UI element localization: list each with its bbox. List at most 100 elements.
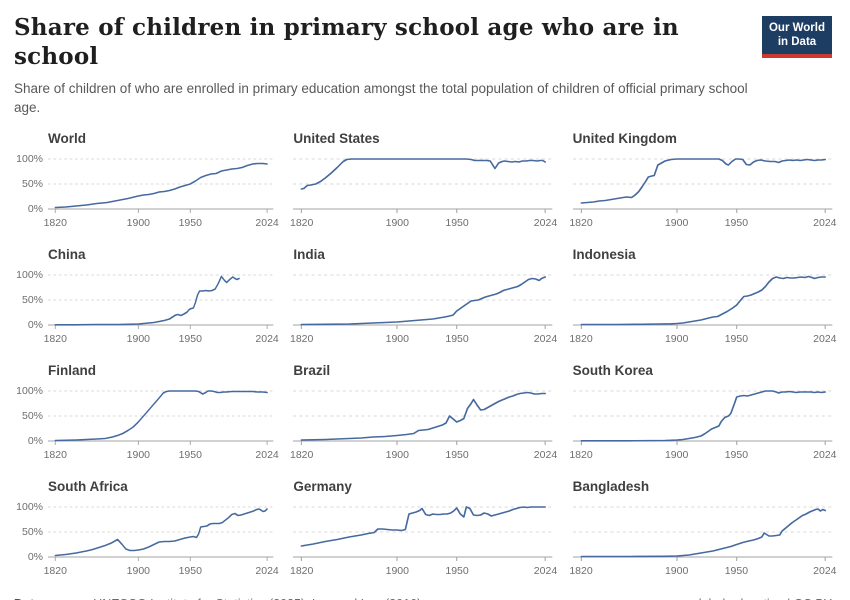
chart-panel-finland: Finland 100% 50% 0% 1820 1900 1950 2024 bbox=[14, 362, 279, 464]
y-axis-labels: 100% 50% 0% bbox=[14, 267, 48, 348]
x-tick-label: 1950 bbox=[724, 564, 749, 577]
line-chart bbox=[48, 274, 274, 329]
panel-title: Finland bbox=[48, 362, 96, 378]
panel-title: World bbox=[48, 130, 86, 146]
x-tick-label: 1950 bbox=[178, 216, 202, 229]
x-axis-labels: 1820 1900 1950 2024 bbox=[44, 564, 279, 580]
chart-panel-united-kingdom: United Kingdom 1820 1900 1950 2024 bbox=[569, 130, 837, 232]
x-tick-label: 1820 bbox=[569, 564, 593, 577]
line-chart bbox=[572, 157, 832, 213]
x-tick-label: 2024 bbox=[533, 448, 558, 461]
x-tick-label: 1820 bbox=[43, 564, 67, 577]
x-tick-label: 2024 bbox=[533, 564, 558, 577]
x-axis-labels: 1820 1900 1950 2024 bbox=[569, 332, 836, 348]
x-tick-label: 1900 bbox=[664, 216, 689, 229]
page-title: Share of children in primary school age … bbox=[14, 14, 679, 70]
x-tick-label: 1900 bbox=[126, 216, 151, 229]
x-tick-label: 1900 bbox=[385, 216, 409, 229]
x-tick-label: 2024 bbox=[813, 216, 837, 229]
line-chart bbox=[293, 274, 553, 329]
line-chart bbox=[48, 389, 274, 445]
x-axis-labels: 1820 1900 1950 2024 bbox=[569, 216, 836, 232]
x-tick-label: 1950 bbox=[445, 332, 469, 345]
x-tick-label: 1950 bbox=[724, 448, 749, 461]
x-tick-label: 1820 bbox=[290, 216, 314, 229]
x-tick-label: 1820 bbox=[290, 448, 314, 461]
x-tick-label: 1950 bbox=[445, 564, 469, 577]
footer: Data source: UNESCO Institute for Statis… bbox=[14, 597, 832, 600]
plot-area: 1820 1900 1950 2024 bbox=[44, 267, 279, 348]
chart-panel-south-korea: South Korea 1820 1900 1950 2024 bbox=[569, 362, 836, 464]
line-chart bbox=[293, 390, 553, 445]
license-note: global-education | CC BY bbox=[692, 597, 832, 600]
plot-area: 1820 1900 1950 2024 bbox=[290, 151, 557, 232]
panel-title: United Kingdom bbox=[572, 130, 677, 146]
x-tick-label: 1900 bbox=[126, 332, 151, 345]
y-tick-label: 0% bbox=[27, 202, 43, 215]
chart-panel-world: World 100% 50% 0% 1820 1900 1950 2024 bbox=[14, 130, 279, 232]
y-tick-label: 50% bbox=[21, 177, 43, 190]
x-tick-label: 2024 bbox=[255, 564, 279, 577]
y-axis-labels: 100% 50% 0% bbox=[14, 499, 48, 580]
chart-panel-south-africa: South Africa 100% 50% 0% 1820 1900 1950 2024 bbox=[14, 479, 279, 580]
plot-area: 1820 1900 1950 2024 bbox=[569, 267, 837, 348]
line-chart bbox=[572, 506, 832, 561]
panel-title: United States bbox=[293, 130, 380, 146]
chart-panel-united-states: United States 1820 1900 1950 2024 bbox=[290, 130, 557, 232]
data-source-text: UNESCO Institute for Statistics (2025); … bbox=[90, 597, 421, 600]
x-tick-label: 1900 bbox=[126, 448, 151, 461]
plot-area: 1820 1900 1950 2024 bbox=[44, 499, 279, 580]
x-tick-label: 1900 bbox=[385, 332, 409, 345]
x-tick-label: 1900 bbox=[385, 448, 409, 461]
y-tick-label: 0% bbox=[27, 318, 43, 331]
x-tick-label: 2024 bbox=[533, 216, 558, 229]
owid-logo-line1: Our World bbox=[768, 22, 825, 34]
x-tick-label: 1820 bbox=[43, 448, 67, 461]
x-tick-label: 1900 bbox=[664, 448, 689, 461]
y-tick-label: 50% bbox=[21, 525, 43, 538]
plot-area: 1820 1900 1950 2024 bbox=[44, 383, 279, 464]
line-chart bbox=[293, 505, 553, 561]
data-source-label: Data source: bbox=[14, 597, 90, 600]
x-tick-label: 1820 bbox=[569, 448, 593, 461]
x-axis-labels: 1820 1900 1950 2024 bbox=[44, 332, 279, 348]
x-tick-label: 2024 bbox=[533, 332, 558, 345]
y-tick-label: 100% bbox=[16, 500, 43, 513]
y-tick-label: 100% bbox=[16, 152, 43, 165]
x-tick-label: 1900 bbox=[664, 332, 689, 345]
x-tick-label: 1820 bbox=[43, 332, 67, 345]
x-tick-label: 1900 bbox=[385, 564, 409, 577]
plot-area: 1820 1900 1950 2024 bbox=[569, 151, 837, 232]
y-tick-label: 0% bbox=[27, 434, 43, 447]
line-chart bbox=[293, 157, 553, 213]
data-source: Data source: UNESCO Institute for Statis… bbox=[14, 597, 421, 600]
line-chart bbox=[48, 158, 274, 213]
x-tick-label: 1950 bbox=[724, 332, 749, 345]
x-tick-label: 1820 bbox=[569, 332, 593, 345]
line-chart bbox=[48, 506, 274, 561]
x-tick-label: 1950 bbox=[724, 216, 749, 229]
x-tick-label: 1950 bbox=[178, 564, 202, 577]
chart-panel-india: India 1820 1900 1950 2024 bbox=[290, 246, 557, 348]
owid-logo-line2: in Data bbox=[777, 36, 817, 49]
x-tick-label: 1950 bbox=[445, 448, 469, 461]
y-axis-labels: 100% 50% 0% bbox=[14, 383, 48, 464]
panel-title: India bbox=[293, 246, 325, 262]
x-tick-label: 1900 bbox=[126, 564, 151, 577]
small-multiples-grid: World 100% 50% 0% 1820 1900 1950 2024 United … bbox=[14, 130, 837, 580]
plot-area: 1820 1900 1950 2024 bbox=[290, 499, 557, 580]
x-axis-labels: 1820 1900 1950 2024 bbox=[290, 448, 557, 464]
owid-logo: Our World in Data bbox=[762, 16, 832, 58]
x-axis-labels: 1820 1900 1950 2024 bbox=[290, 216, 557, 232]
chart-panel-germany: Germany 1820 1900 1950 2024 bbox=[290, 478, 557, 580]
y-tick-label: 50% bbox=[21, 409, 43, 422]
panel-title: Germany bbox=[293, 478, 352, 494]
x-tick-label: 1820 bbox=[43, 216, 67, 229]
panel-title: South Korea bbox=[572, 362, 653, 378]
line-chart bbox=[572, 389, 832, 445]
x-axis-labels: 1820 1900 1950 2024 bbox=[290, 332, 557, 348]
plot-area: 1820 1900 1950 2024 bbox=[290, 383, 557, 464]
x-tick-label: 1820 bbox=[290, 564, 314, 577]
panel-title: Bangladesh bbox=[572, 478, 650, 494]
x-axis-labels: 1820 1900 1950 2024 bbox=[569, 448, 836, 464]
